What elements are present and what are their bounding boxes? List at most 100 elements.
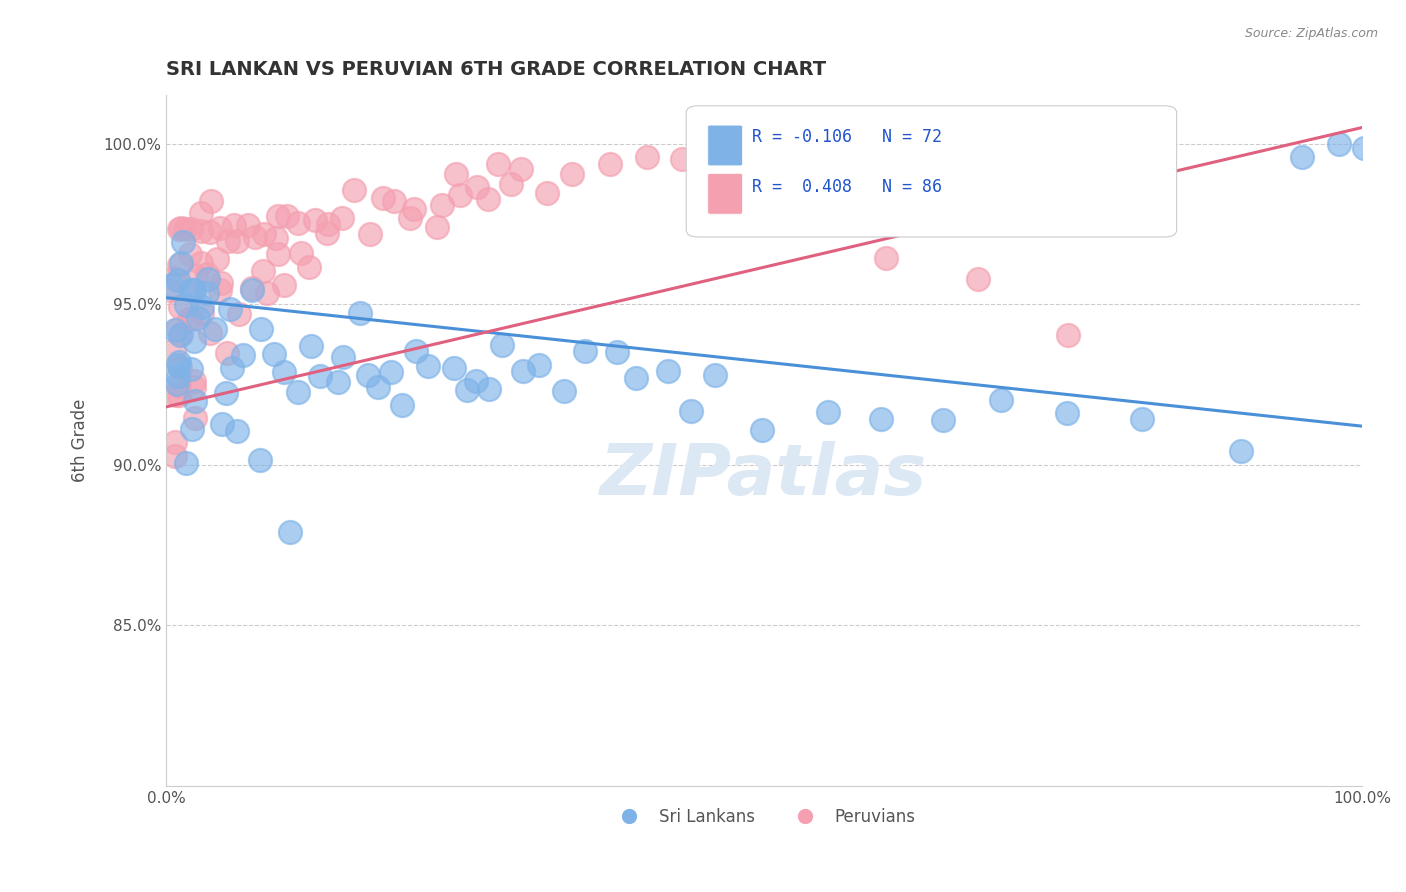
Point [357,368,380,383]
Point [599,157,621,171]
Point [200,194,222,209]
Point [232,348,254,362]
Point [252,263,274,277]
Point [315,226,337,240]
Point [256,286,278,301]
Point [249,453,271,467]
Point [170,327,193,342]
Point [205,252,228,267]
Point [1056,407,1078,421]
FancyBboxPatch shape [707,125,742,166]
Point [174,456,197,470]
Point [561,167,583,181]
Point [679,404,702,418]
Point [367,380,389,394]
Point [478,382,501,396]
Point [349,306,371,320]
Point [176,298,198,312]
Point [263,347,285,361]
Point [197,267,219,281]
Point [657,363,679,377]
Point [222,218,245,232]
Point [1291,150,1313,164]
Point [209,277,232,291]
Point [399,211,422,225]
Point [169,301,191,315]
Point [180,361,202,376]
Point [465,180,488,194]
Point [183,374,205,388]
Point [332,350,354,364]
Point [174,222,197,236]
Point [180,283,202,297]
Point [179,311,201,326]
Point [167,355,190,369]
Point [553,384,575,398]
Point [267,209,290,223]
Point [1130,411,1153,425]
Point [510,161,533,176]
Point [240,281,263,295]
Point [1353,141,1375,155]
Point [966,272,988,286]
Point [671,152,693,166]
Point [704,368,727,382]
Point [1329,137,1351,152]
Point [704,136,727,150]
Point [162,278,184,293]
Point [343,183,366,197]
Point [236,218,259,232]
Point [217,234,239,248]
Point [240,284,263,298]
Point [215,346,238,360]
Point [574,343,596,358]
Text: Source: ZipAtlas.com: Source: ZipAtlas.com [1244,27,1378,40]
Point [529,358,551,372]
Point [456,383,478,397]
Point [287,385,309,400]
Point [197,272,219,286]
Point [225,234,247,248]
Point [326,375,349,389]
Point [190,206,212,220]
Point [180,312,202,326]
Point [163,450,186,464]
Point [187,310,209,325]
Text: ZIPatlas: ZIPatlas [600,441,928,509]
Point [167,369,190,384]
Point [165,388,187,402]
Point [169,255,191,269]
Point [183,283,205,297]
Point [278,524,301,539]
Point [870,411,893,425]
Point [444,167,467,181]
Point [169,361,191,376]
Point [195,286,218,301]
Point [990,393,1012,408]
Point [1057,328,1080,343]
Point [245,229,267,244]
Point [221,360,243,375]
Point [751,423,773,437]
Point [405,343,427,358]
Point [432,197,454,211]
Point [167,321,190,335]
Point [211,417,233,431]
Point [159,284,181,298]
Point [316,217,339,231]
Point [309,368,332,383]
Point [228,307,250,321]
Point [184,394,207,409]
Y-axis label: 6th Grade: 6th Grade [72,399,89,483]
Point [167,359,190,373]
Point [264,231,287,245]
Point [180,422,202,436]
Point [190,224,212,238]
Point [167,273,190,287]
FancyBboxPatch shape [707,173,742,214]
Point [179,247,201,261]
Point [183,283,205,297]
Point [624,371,647,385]
Point [373,191,395,205]
Point [287,216,309,230]
